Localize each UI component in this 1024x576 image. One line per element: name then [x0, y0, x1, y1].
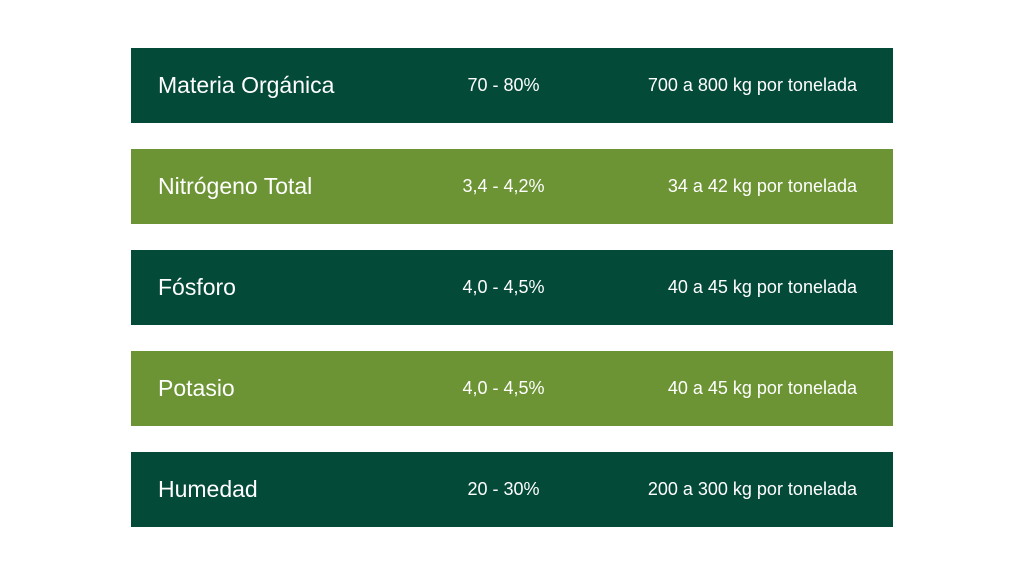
table-row: Nitrógeno Total 3,4 - 4,2% 34 a 42 kg por … — [131, 149, 893, 224]
table-cell: Nitrógeno Total — [158, 173, 313, 199]
table-row: Humedad 20 - 30% 200 a 300 kg por tonelada — [131, 452, 893, 527]
table-row: Materia Orgánica 70 - 80% 700 a 800 kg por… — [131, 48, 893, 123]
table-cell: 34 a 42 kg por tonelada — [667, 176, 857, 196]
table-cell: 3,4 - 4,2% — [462, 176, 545, 196]
table-cell: Humedad — [158, 476, 258, 502]
table-cell: Potasio — [158, 375, 235, 401]
table-cell: 20 - 30% — [467, 479, 540, 499]
table-cell: 700 a 800 kg por tonelada — [647, 75, 857, 95]
table-row: Potasio 4,0 - 4,5% 40 a 45 kg por tonelada — [131, 351, 893, 426]
table-cell: 40 a 45 kg por tonelada — [667, 277, 857, 297]
table-cell: 40 a 45 kg por tonelada — [667, 378, 857, 398]
table-row: Fósforo 4,0 - 4,5% 40 a 45 kg por tonelada — [131, 250, 893, 325]
table-cell: 70 - 80% — [467, 75, 540, 95]
table-cell: 4,0 - 4,5% — [462, 378, 545, 398]
table-cell: Fósforo — [158, 274, 236, 300]
table-cell: 4,0 - 4,5% — [462, 277, 545, 297]
table-cell: Materia Orgánica — [158, 72, 335, 98]
table-cell: 200 a 300 kg por tonelada — [647, 479, 857, 499]
